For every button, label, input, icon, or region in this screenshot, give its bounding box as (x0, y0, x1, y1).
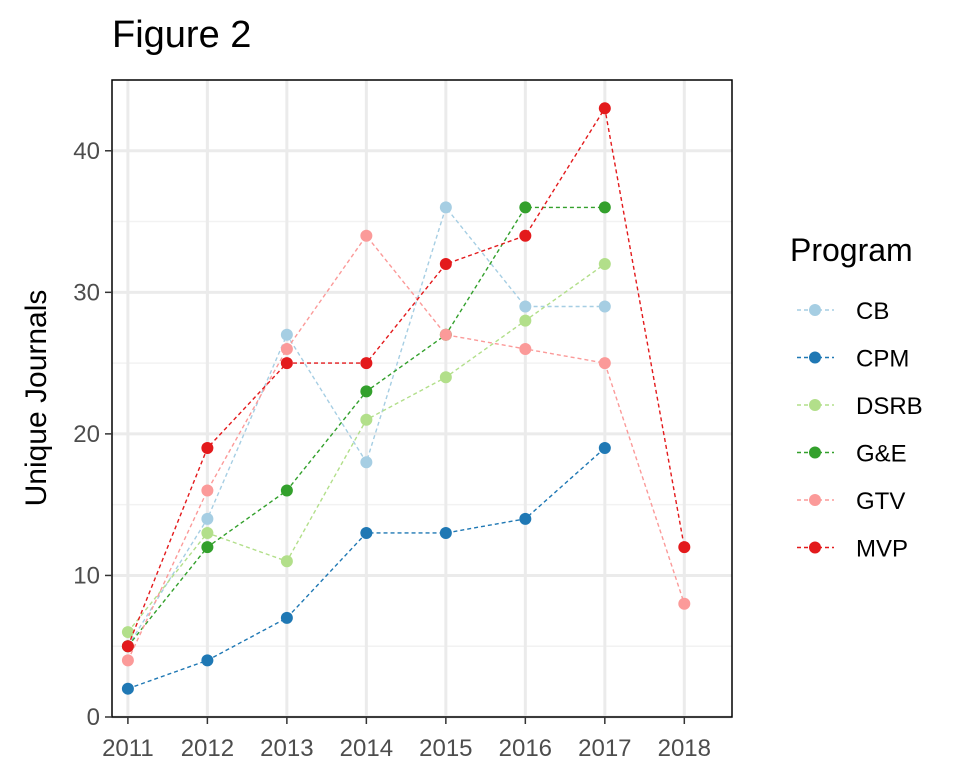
data-point (598, 102, 611, 115)
data-point (439, 371, 452, 384)
legend-key-point (809, 351, 821, 364)
data-point (519, 300, 532, 313)
data-point (360, 229, 373, 242)
data-point (201, 541, 214, 554)
data-point (678, 597, 691, 610)
data-point (439, 328, 452, 341)
data-point (439, 201, 452, 214)
legend-items: CB CPM DSRB G&E GTV MVP (797, 298, 923, 563)
data-point (519, 314, 532, 327)
x-tick-label: 2013 (260, 735, 313, 762)
legend-label: G&E (856, 441, 907, 468)
data-point (678, 541, 691, 554)
legend-key-point (809, 304, 821, 316)
data-point (201, 442, 214, 455)
series-mvp (121, 102, 691, 653)
data-point (280, 328, 293, 341)
x-tick-label: 2016 (499, 735, 552, 762)
legend-label: DSRB (856, 393, 923, 420)
legend-item: CB (797, 298, 889, 325)
y-tick-label: 20 (73, 421, 100, 448)
legend-label: CPM (856, 346, 909, 373)
y-tick-label: 40 (73, 138, 100, 165)
legend-item: DSRB (797, 393, 923, 420)
x-tick-label: 2015 (419, 735, 472, 762)
y-tick-label: 0 (87, 704, 100, 731)
data-point (121, 682, 134, 695)
data-point (121, 640, 134, 653)
data-point (360, 526, 373, 539)
legend-key-point (809, 446, 821, 459)
data-point (598, 201, 611, 214)
series-gtv (121, 229, 691, 667)
data-point (280, 555, 293, 568)
legend-item: GTV (797, 488, 905, 515)
x-tick-label: 2014 (340, 735, 393, 762)
x-tick-label: 2017 (578, 735, 631, 762)
data-point (360, 413, 373, 426)
data-point (360, 456, 373, 469)
series-line (127, 106, 685, 647)
data-point (280, 611, 293, 624)
legend-item: CPM (797, 346, 909, 373)
y-tick-label: 30 (73, 279, 100, 306)
x-tick-label: 2012 (181, 735, 234, 762)
legend-key-point (809, 399, 821, 411)
series-line (127, 234, 685, 661)
plot-panel-border (111, 79, 733, 718)
data-point (519, 512, 532, 525)
data-point (519, 229, 532, 242)
data-point (280, 357, 293, 370)
legend-title: Program (790, 232, 913, 268)
data-point (360, 357, 373, 370)
data-point (598, 300, 611, 313)
data-point (280, 484, 293, 497)
x-tick-label: 2018 (658, 735, 711, 762)
grid-lines (112, 80, 732, 719)
data-point (280, 342, 293, 355)
data-point (439, 258, 452, 271)
series-dsrb (121, 258, 611, 639)
y-axis-title: Unique Journals (20, 290, 53, 507)
data-point (519, 201, 532, 214)
legend-item: G&E (797, 441, 907, 468)
axes: 0 10 20 30 40 2011 2012 2013 2014 2015 2016 2017 201… (73, 138, 711, 762)
data-point (598, 258, 611, 271)
series-layer (121, 102, 691, 695)
legend: Program CB CPM DSRB G&E GTV MVP (790, 232, 923, 563)
data-point (598, 442, 611, 455)
y-tick-label: 10 (73, 562, 100, 589)
data-point (201, 526, 214, 539)
data-point (201, 654, 214, 667)
data-point (360, 385, 373, 398)
legend-key-point (809, 494, 821, 506)
data-point (121, 626, 134, 639)
legend-key-point (809, 541, 821, 554)
data-point (598, 357, 611, 370)
legend-label: MVP (856, 536, 908, 563)
legend-label: GTV (856, 488, 905, 515)
legend-label: CB (856, 298, 889, 325)
data-point (121, 654, 134, 667)
series-cpm (121, 442, 611, 695)
data-point (201, 484, 214, 497)
data-point (201, 512, 214, 525)
data-point (519, 342, 532, 355)
legend-item: MVP (797, 536, 908, 563)
x-tick-label: 2011 (102, 735, 154, 762)
data-point (439, 526, 452, 539)
figure-title: Figure 2 (112, 14, 252, 56)
